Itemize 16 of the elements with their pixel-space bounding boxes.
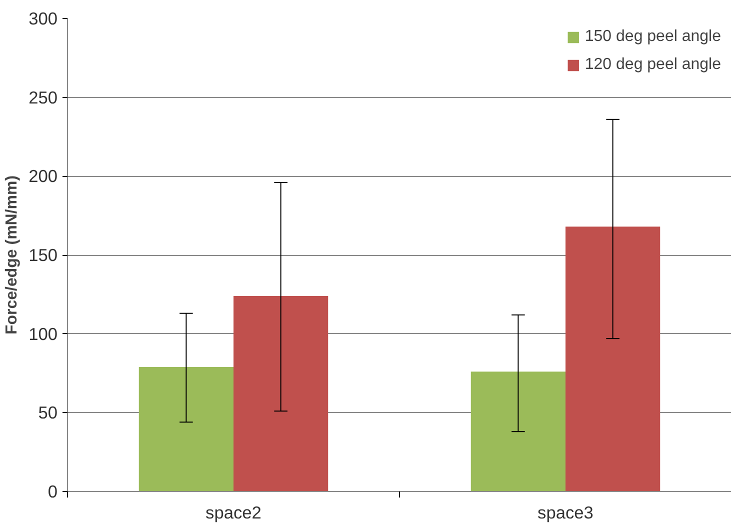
bar [566,226,660,492]
bar [234,296,328,492]
legend-label: 120 deg peel angle [584,56,721,74]
x-tick-label: space3 [538,502,594,522]
y-tick-label: 100 [28,324,58,344]
y-tick-label: 50 [38,402,58,423]
y-tick-label: 150 [28,245,58,265]
y-tick-label: 250 [28,87,58,108]
bar [138,366,234,492]
x-tick-label: space2 [206,502,262,522]
bar [470,372,566,492]
y-tick-label: 300 [28,8,58,28]
y-tick-label: 0 [48,482,58,502]
y-axis-title: Force/edge (mN/mm) [4,175,21,335]
legend-label: 150 deg peel angle [584,28,721,46]
y-tick-label: 200 [28,166,58,186]
